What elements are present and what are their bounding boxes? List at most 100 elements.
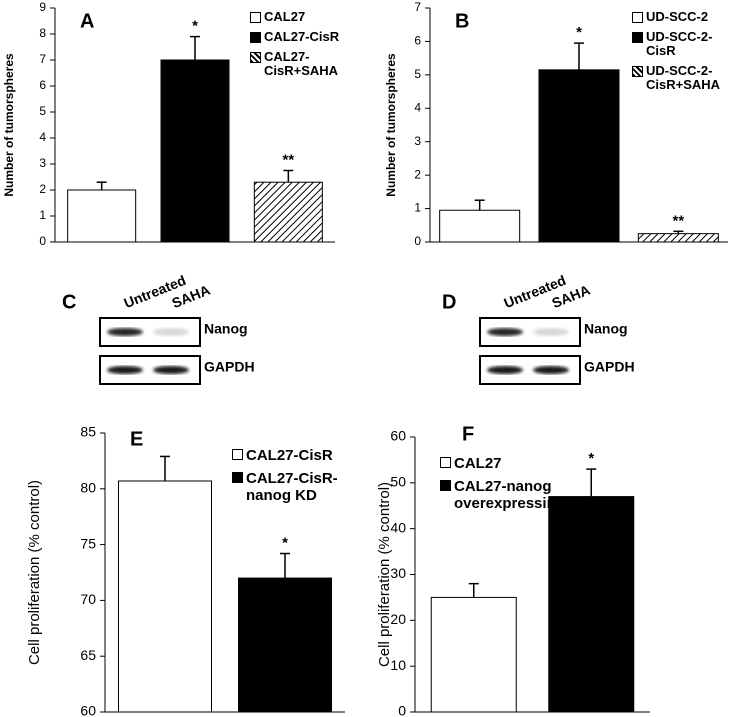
y-tick-label: 1	[39, 208, 46, 222]
legend-swatch	[250, 32, 261, 43]
legend-swatch	[632, 66, 643, 77]
legend-swatch	[232, 472, 243, 483]
legend-label: CAL27-CisR	[264, 29, 340, 44]
legend-swatch	[232, 449, 243, 460]
legend-swatch	[250, 52, 261, 63]
y-tick-label: 5	[39, 104, 46, 118]
legend-entry: UD-SCC-2-CisR+SAHA	[632, 64, 732, 92]
band	[487, 328, 523, 336]
y-tick-label: 6	[414, 34, 421, 48]
legend-label: CAL27	[264, 9, 306, 24]
legend-label: UD-SCC-2-CisR	[646, 29, 713, 58]
legend-label: UD-SCC-2-CisR+SAHA	[646, 63, 721, 92]
bar	[430, 596, 517, 713]
legend-entry: UD-SCC-2	[632, 10, 732, 24]
bar	[637, 233, 719, 243]
legend-entry: CAL27-CisR+SAHA	[250, 50, 360, 78]
y-tick-label: 50	[390, 474, 406, 490]
y-tick-label: 60	[80, 703, 96, 717]
y-tick-label: 4	[414, 100, 421, 114]
legend-label: CAL27-CisR+SAHA	[264, 49, 339, 78]
legend-entry: CAL27-CisR-nanog KD	[232, 470, 352, 504]
y-tick-label: 4	[39, 130, 46, 144]
y-tick-label: 9	[39, 0, 46, 14]
legend-entry: CAL27	[250, 10, 360, 24]
legend: CAL27 CAL27-nanog overexpressing	[440, 455, 600, 518]
y-tick-label: 2	[414, 167, 421, 181]
row-label: Nanog	[204, 321, 248, 337]
y-tick-label: 0	[39, 234, 46, 248]
y-axis-label: Cell proliferation (% control)	[376, 482, 393, 667]
y-tick-label: 65	[80, 647, 96, 663]
bar	[538, 69, 620, 243]
legend-label: CAL27-CisR	[246, 447, 333, 464]
legend-swatch	[632, 12, 643, 23]
y-tick-label: 2	[39, 182, 46, 196]
significance-marker: **	[672, 212, 684, 229]
y-axis-label: Number of tumorspheres	[384, 53, 398, 197]
significance-marker: *	[192, 18, 198, 35]
band	[533, 366, 569, 374]
y-tick-label: 7	[414, 0, 421, 14]
bar	[253, 181, 323, 243]
panel-label: A	[80, 10, 94, 32]
y-tick-label: 20	[390, 611, 406, 627]
panel-label: F	[462, 423, 474, 445]
band	[153, 366, 189, 374]
y-tick-label: 85	[80, 424, 96, 440]
y-tick-label: 7	[39, 52, 46, 66]
y-tick-label: 70	[80, 591, 96, 607]
panel-label: E	[130, 428, 143, 450]
y-tick-label: 40	[390, 519, 406, 535]
band	[153, 328, 189, 336]
significance-marker: *	[576, 24, 582, 41]
y-tick-label: 0	[414, 234, 421, 248]
legend-swatch	[250, 12, 261, 23]
significance-marker: *	[282, 534, 288, 551]
panel-label: D	[442, 291, 456, 313]
band	[487, 366, 523, 374]
legend-label: UD-SCC-2	[646, 9, 709, 24]
row-label: Nanog	[584, 321, 628, 337]
y-axis-label: Number of tumorspheres	[2, 53, 16, 197]
significance-marker: **	[282, 151, 294, 168]
significance-marker: *	[588, 450, 594, 467]
legend-label: CAL27	[454, 455, 502, 472]
bar	[67, 189, 137, 243]
panel-label: C	[62, 291, 76, 313]
y-axis-label: Cell proliferation (% control)	[26, 480, 43, 665]
legend-label: CAL27-CisR-nanog KD	[246, 470, 338, 504]
row-label: GAPDH	[584, 359, 635, 375]
band	[107, 366, 143, 374]
legend-entry: CAL27-CisR	[250, 30, 360, 44]
y-tick-label: 8	[39, 26, 46, 40]
legend-label: CAL27-nanog overexpressing	[454, 478, 565, 512]
legend-swatch	[632, 32, 643, 43]
y-tick-label: 60	[390, 428, 406, 444]
legend-entry: CAL27-CisR	[232, 447, 352, 464]
y-tick-label: 10	[390, 657, 406, 673]
y-tick-label: 5	[414, 67, 421, 81]
bar	[238, 577, 332, 713]
legend: CAL27 CAL27-CisR CAL27-CisR+SAHA	[250, 10, 360, 84]
bar	[439, 209, 521, 243]
bar	[548, 496, 635, 713]
y-tick-label: 1	[414, 201, 421, 215]
legend-entry: UD-SCC-2-CisR	[632, 30, 732, 58]
y-tick-label: 3	[414, 134, 421, 148]
legend: UD-SCC-2 UD-SCC-2-CisR UD-SCC-2-CisR+SAHA	[632, 10, 732, 98]
legend-entry: CAL27	[440, 455, 600, 472]
band	[533, 328, 569, 336]
blot-frame	[99, 317, 201, 347]
band	[107, 328, 143, 336]
legend: CAL27-CisR CAL27-CisR-nanog KD	[232, 447, 352, 510]
y-tick-label: 6	[39, 78, 46, 92]
row-label: GAPDH	[204, 359, 255, 375]
legend-swatch	[440, 457, 451, 468]
y-tick-label: 80	[80, 480, 96, 496]
y-tick-label: 0	[398, 703, 406, 717]
legend-entry: CAL27-nanog overexpressing	[440, 478, 600, 512]
bar	[160, 59, 230, 243]
